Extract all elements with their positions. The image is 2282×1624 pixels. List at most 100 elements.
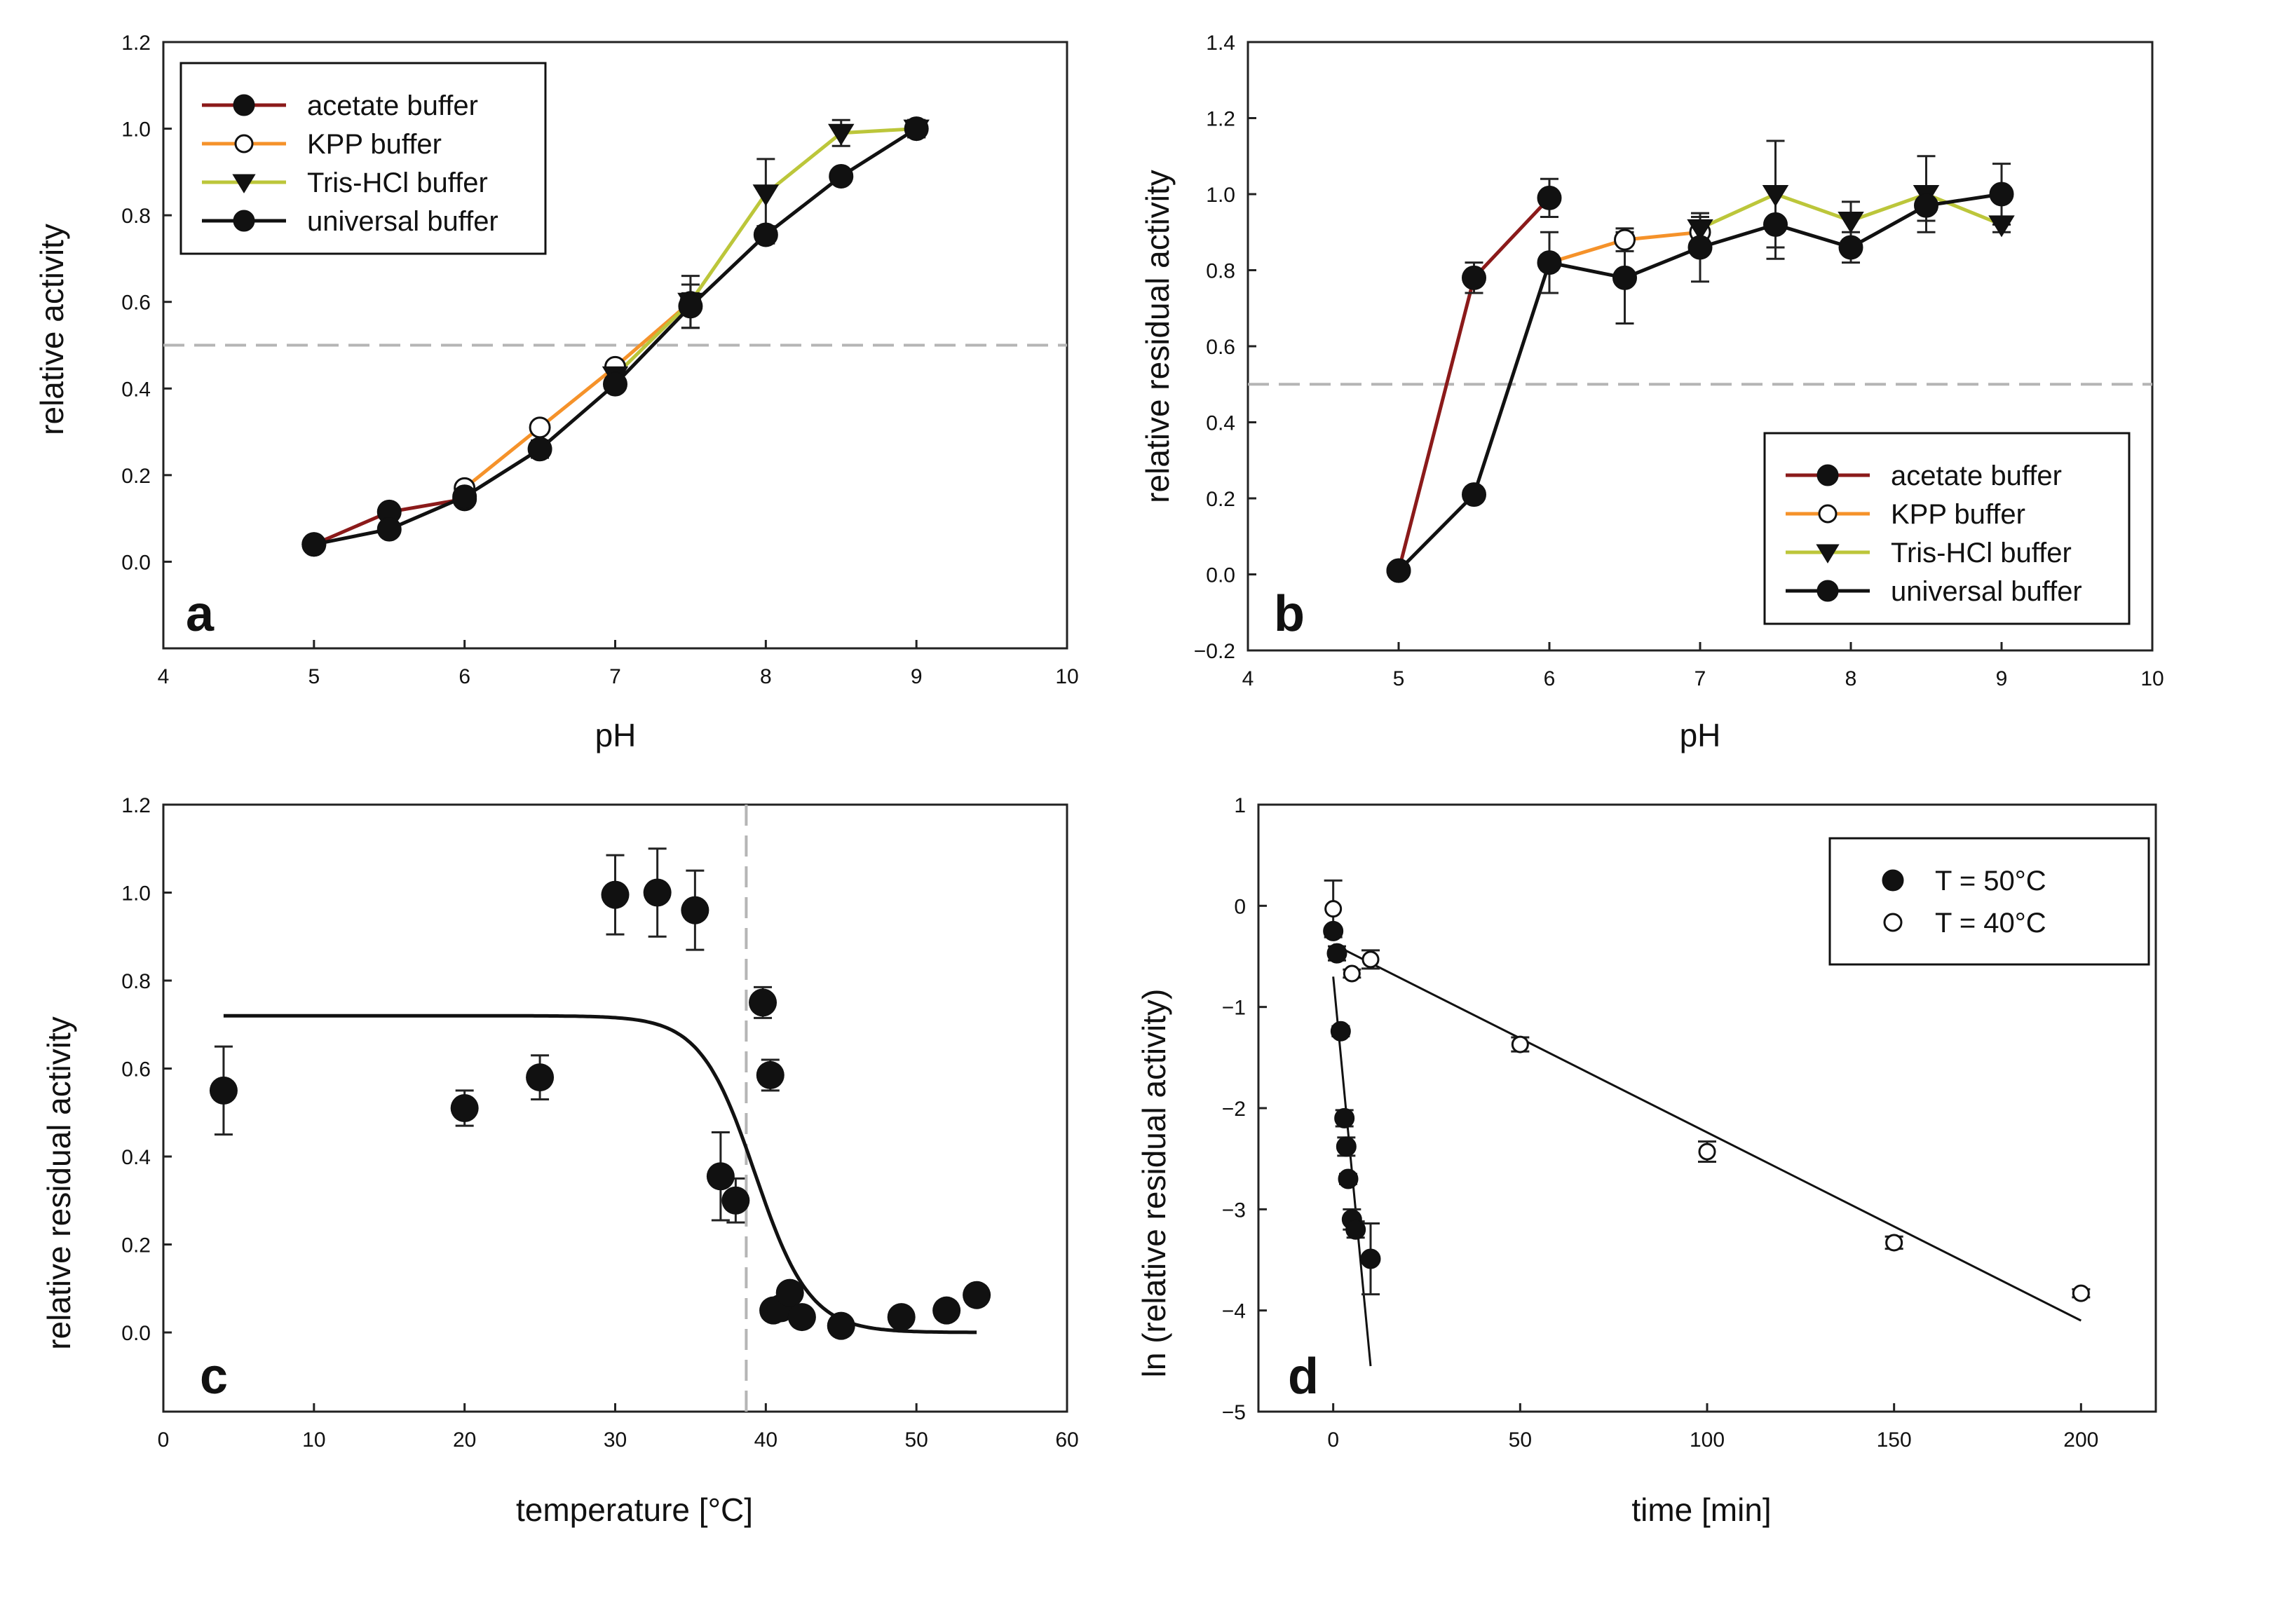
fit-curve-c: [223, 1014, 977, 1335]
data-point-a-3-1: [376, 517, 402, 542]
data-point-d-1-6: [2072, 1284, 2090, 1302]
data-point-b-2-4: [1988, 215, 2015, 238]
x-tick-label-a-1: 5: [308, 665, 320, 688]
data-point-c-1: [450, 1094, 479, 1122]
y-tick-label-b-5: 0.8: [1206, 260, 1235, 283]
data-point-b-3-8: [1989, 182, 2014, 207]
data-point-a-1-1: [529, 416, 551, 439]
data-point-a-2-2: [752, 184, 780, 207]
data-point-a-3-4: [603, 371, 627, 397]
data-point-a-3-3: [527, 437, 552, 462]
x-tick-label-a-6: 10: [1055, 665, 1078, 688]
x-tick-label-d-0: 0: [1327, 1428, 1339, 1452]
data-point-b-3-2: [1537, 250, 1562, 275]
data-point-b-0-1: [1462, 265, 1486, 290]
legend-marker-b-0: [1816, 464, 1839, 486]
x-tick-label-c-6: 60: [1055, 1428, 1078, 1452]
data-point-b-2-1: [1762, 185, 1789, 207]
data-point-c-12: [775, 1278, 804, 1307]
chart-a-svg: 4 5 6 7 8 9 10 0.0 0.2 0.4 0.6 0.8 1.0 1.2 pH relative …: [34, 32, 1079, 753]
y-tick-label-d-4: −1: [1222, 997, 1246, 1020]
legend-marker-a-3: [233, 210, 255, 232]
x-tick-label-b-6: 10: [2140, 667, 2164, 690]
series-line-a-1: [463, 300, 692, 490]
y-tick-label-c-4: 0.8: [121, 970, 151, 993]
y-tick-label-a-5: 1.0: [121, 118, 151, 142]
legend-label-b-2: Tris-HCl buffer: [1891, 538, 2072, 568]
legend-box-d: [1828, 837, 2150, 966]
legend-label-a-2: Tris-HCl buffer: [307, 168, 488, 198]
y-tick-label-b-0: −0.2: [1194, 640, 1235, 663]
x-tick-label-c-4: 40: [754, 1428, 777, 1452]
y-tick-label-d-5: 0: [1234, 895, 1246, 918]
data-point-b-0-2: [1537, 185, 1562, 210]
x-axis-label-a: pH: [595, 717, 637, 753]
chart-panel-d: 0 50 100 150 200 −5 −4 −3 −2 −1 0 1 time [min] ln (re…: [1136, 794, 2282, 1624]
y-tick-label-c-6: 1.2: [121, 794, 151, 817]
legend-marker-a-2: [232, 174, 256, 193]
y-tick-label-a-2: 0.4: [121, 378, 151, 401]
data-point-d-0-3: [1334, 1107, 1355, 1128]
y-tick-label-b-7: 1.2: [1206, 108, 1235, 131]
data-point-c-13: [787, 1303, 816, 1332]
data-point-d-0-5: [1338, 1168, 1359, 1189]
y-tick-label-c-3: 0.6: [121, 1058, 151, 1081]
legend-label-d-0: T = 50°C: [1935, 866, 2046, 896]
x-axis-label-b: pH: [1680, 717, 1721, 753]
data-point-d-0-8: [1360, 1248, 1381, 1269]
x-tick-label-a-0: 4: [158, 665, 170, 688]
panel-letter-b: b: [1274, 586, 1305, 642]
data-point-d-1-3: [1511, 1035, 1529, 1053]
data-point-b-3-0: [1386, 558, 1411, 583]
chart-panel-b: 4 5 6 7 8 9 10 −0.2 0.0 0.2 0.4 0.6 0.8 1.0 1.2 1.4 pH re…: [1139, 0, 2282, 812]
x-tick-label-b-2: 6: [1544, 667, 1556, 690]
legend-label-d-1: T = 40°C: [1935, 908, 2046, 939]
x-tick-label-d-3: 150: [1877, 1428, 1912, 1452]
panel-letter-c: c: [200, 1349, 228, 1405]
x-tick-label-d-4: 200: [2063, 1428, 2098, 1452]
x-tick-label-b-5: 9: [1996, 667, 2008, 690]
x-axis-label-d: time [min]: [1631, 1492, 1771, 1528]
legend-label-a-3: universal buffer: [307, 206, 498, 237]
legend-label-b-1: KPP buffer: [1891, 499, 2025, 530]
y-tick-label-b-2: 0.2: [1206, 488, 1235, 511]
data-point-d-0-7: [1345, 1219, 1366, 1240]
data-point-c-16: [932, 1296, 961, 1325]
y-tick-label-b-3: 0.4: [1206, 412, 1235, 435]
chart-b-svg: 4 5 6 7 8 9 10 −0.2 0.0 0.2 0.4 0.6 0.8 1.0 1.2 1.4 pH re…: [1139, 32, 2164, 753]
y-axis-label-b: relative residual activity: [1139, 170, 1176, 503]
data-point-c-14: [827, 1311, 855, 1340]
data-point-d-0-1: [1326, 943, 1347, 964]
data-point-d-0-2: [1330, 1021, 1351, 1042]
data-point-c-5: [681, 896, 709, 924]
data-point-a-3-6: [753, 222, 778, 247]
x-tick-label-a-3: 7: [609, 665, 621, 688]
data-point-c-17: [963, 1281, 991, 1309]
data-point-a-3-5: [678, 294, 703, 319]
data-point-d-1-5: [1885, 1234, 1903, 1252]
y-axis-label-d: ln (relative residual activity): [1136, 989, 1172, 1378]
y-tick-label-a-6: 1.2: [121, 32, 151, 55]
legend-marker-a-1: [234, 134, 254, 153]
data-point-b-3-5: [1763, 212, 1788, 237]
data-point-b-3-4: [1687, 235, 1713, 260]
legend-marker-b-2: [1816, 544, 1840, 564]
x-tick-label-c-5: 50: [904, 1428, 928, 1452]
y-tick-label-d-0: −5: [1222, 1401, 1246, 1424]
y-tick-label-b-6: 1.0: [1206, 184, 1235, 207]
data-point-d-0-4: [1336, 1136, 1357, 1157]
x-tick-label-b-4: 8: [1845, 667, 1857, 690]
x-tick-label-c-3: 30: [604, 1428, 627, 1452]
y-tick-label-d-3: −2: [1222, 1098, 1246, 1121]
x-tick-label-d-2: 100: [1690, 1428, 1725, 1452]
panel-letter-d: d: [1288, 1349, 1319, 1405]
legend-label-a-1: KPP buffer: [307, 129, 442, 160]
data-point-a-2-3: [828, 123, 855, 146]
data-point-b-2-2: [1838, 211, 1864, 233]
legend-marker-b-3: [1816, 580, 1839, 602]
y-tick-label-a-1: 0.2: [121, 465, 151, 488]
data-point-d-1-2: [1361, 950, 1380, 969]
data-point-d-1-0: [1324, 900, 1343, 918]
panel-letter-a: a: [186, 586, 215, 642]
data-point-b-3-1: [1462, 482, 1486, 507]
